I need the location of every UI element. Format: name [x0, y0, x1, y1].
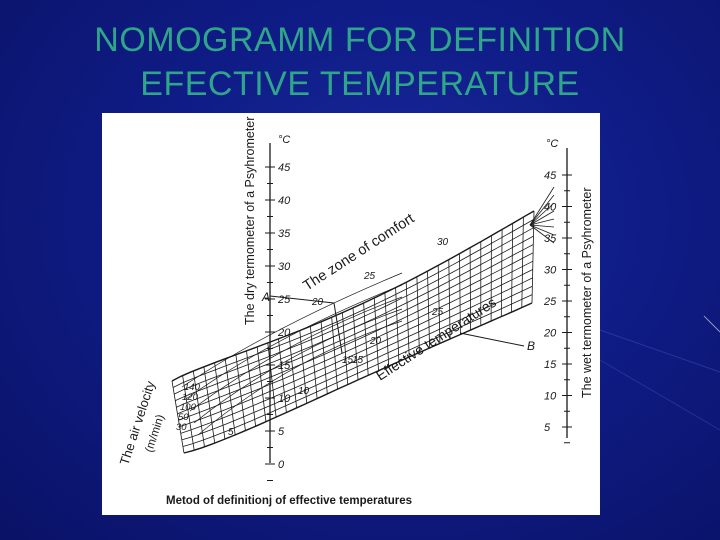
figure-caption: Metod of definitionj of effective temper…	[166, 495, 412, 507]
effective-tick-label: 5	[228, 427, 234, 438]
slide-title-line-2: EFECTIVE TEMPERATURE	[140, 65, 580, 103]
mesh-transverse-line	[448, 259, 451, 340]
right-scale-unit: °C	[546, 138, 558, 150]
mesh-transverse-line	[171, 380, 185, 454]
effective-inner-label: 20	[369, 336, 382, 347]
right-tick-label: 20	[543, 328, 557, 340]
mesh-transverse-line	[500, 229, 503, 317]
right-tick-label: 30	[544, 265, 557, 277]
mesh-transverse-line	[192, 370, 205, 447]
mesh-transverse-line	[405, 282, 410, 358]
nomogram-figure: °C 45 40 35 30 25 20 15 10 5 0 The dry termometer…	[102, 113, 600, 515]
mesh-transverse-line	[469, 247, 471, 331]
effective-tick-label: 30	[437, 237, 449, 248]
mesh-transverse-line	[320, 321, 328, 394]
point-a-label: A	[261, 290, 270, 304]
effective-inner-label: 15	[342, 355, 354, 366]
mesh-transverse-line	[363, 302, 369, 376]
velocity-curve	[197, 320, 403, 436]
velocity-label: 100	[180, 402, 197, 413]
mesh-transverse-line	[459, 253, 461, 335]
velocity-label: 30	[176, 422, 187, 433]
slide-title: NOMOGRAMM FOR DEFINITION EFECTIVE TEMPER…	[0, 18, 720, 106]
mesh-transverse-line	[256, 346, 267, 422]
mesh-transverse-line	[416, 276, 420, 353]
mesh-transverse-line	[342, 312, 349, 385]
mesh-transverse-line	[331, 317, 338, 390]
right-tick-label: 15	[544, 359, 557, 371]
velocity-label: 120	[182, 392, 199, 403]
mesh-transverse-line	[395, 287, 400, 362]
velocity-curve	[181, 272, 403, 388]
mesh-transverse-line	[521, 217, 524, 308]
nomogram-mesh	[171, 186, 555, 454]
velocity-label: 140	[184, 382, 201, 393]
right-scale-label: The wet termometer of a Psyhrometer	[580, 188, 594, 399]
mesh-transverse-line	[310, 326, 318, 399]
left-scale-label: The dry termometer of a Psyhrometer	[243, 117, 257, 325]
mesh-transverse-line	[437, 265, 441, 344]
effective-tick-label: 15	[352, 355, 364, 366]
mesh-transverse-line	[278, 338, 287, 413]
left-tick-label: 30	[278, 261, 291, 273]
mesh-fan-line	[529, 224, 555, 244]
right-tick-label: 10	[544, 391, 557, 403]
mesh-longitudinal-line	[177, 252, 534, 415]
right-tick-label: 5	[544, 422, 551, 434]
right-tick-label: 40	[544, 202, 557, 214]
mesh-transverse-line	[511, 223, 514, 313]
mesh-fan-line	[529, 224, 555, 236]
mesh-transverse-line	[214, 362, 226, 440]
slide-title-line-1: NOMOGRAMM FOR DEFINITION	[94, 21, 626, 59]
air-velocity-unit: (m/min)	[143, 413, 167, 454]
left-scale-unit: °C	[278, 134, 290, 146]
mesh-transverse-line	[267, 342, 277, 418]
velocity-curve	[185, 284, 403, 400]
mesh-transverse-line	[427, 271, 430, 349]
mesh-transverse-line	[203, 366, 216, 444]
line-mid	[333, 302, 343, 354]
mesh-transverse-line	[235, 354, 246, 431]
velocity-label: 50	[178, 412, 189, 423]
right-tick-label: 25	[543, 296, 557, 308]
mesh-transverse-line	[384, 292, 390, 367]
mesh-transverse-line	[352, 307, 359, 380]
left-tick-label: 35	[278, 228, 291, 240]
right-tick-label: 45	[544, 170, 557, 182]
left-tick-label: 0	[278, 459, 285, 471]
mesh-fan-line	[529, 186, 555, 226]
left-tick-label: 25	[277, 294, 291, 306]
velocity-curve	[193, 308, 403, 424]
effective-tick-label: 20	[311, 297, 324, 308]
line-a	[269, 295, 335, 304]
mesh-fan-line	[529, 210, 555, 226]
mesh-transverse-line	[373, 297, 379, 371]
mesh-fan-line	[529, 202, 555, 226]
mesh-fan-line	[529, 218, 555, 226]
mesh-fan-line	[529, 224, 555, 228]
effective-inner-label: 25	[431, 307, 444, 318]
left-tick-label: 45	[278, 162, 291, 174]
mesh-transverse-line	[182, 375, 195, 451]
mesh-transverse-line	[299, 330, 308, 404]
comfort-zone-label: The zone of comfort	[300, 211, 417, 295]
left-tick-label: 40	[278, 195, 291, 207]
point-b-label: B	[527, 339, 535, 353]
right-tick-label: 35	[544, 233, 557, 245]
velocity-curve	[189, 296, 403, 412]
effective-tick-label: 25	[363, 271, 376, 282]
mesh-transverse-line	[224, 358, 236, 435]
line-b	[459, 332, 525, 347]
mesh-fan-line	[529, 194, 555, 226]
left-tick-label: 5	[278, 426, 285, 438]
effective-tick-label: 10	[298, 386, 310, 397]
mesh-transverse-line	[246, 350, 256, 427]
